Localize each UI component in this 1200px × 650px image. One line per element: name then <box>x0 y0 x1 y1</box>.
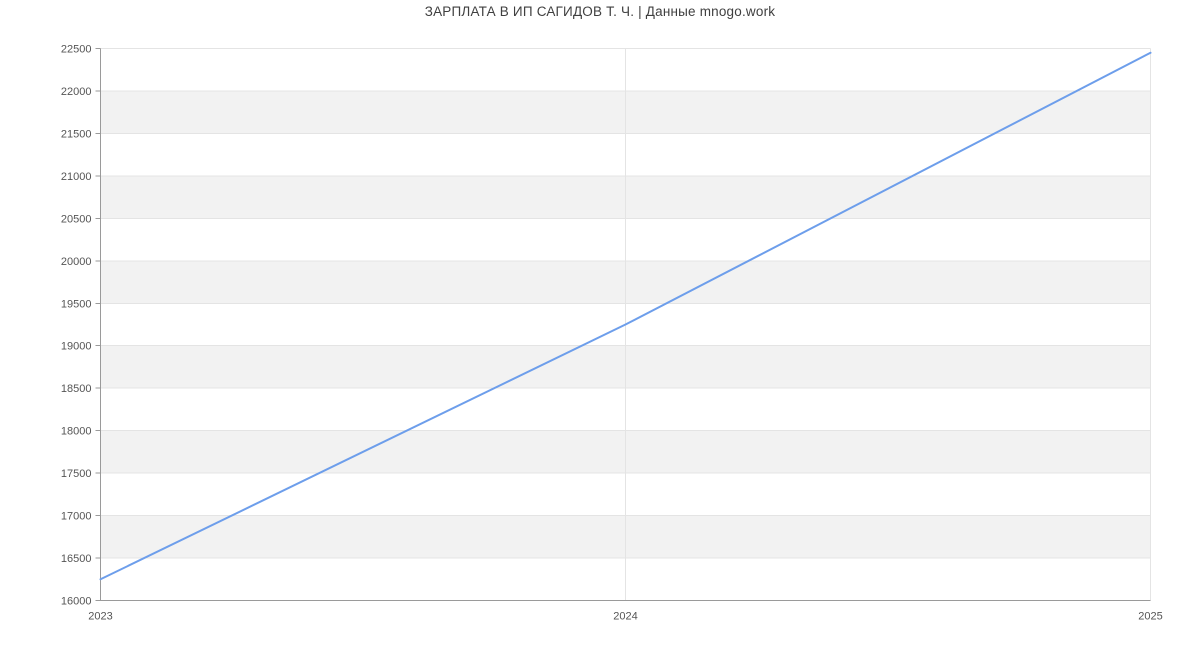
y-tick-label: 18500 <box>61 383 92 395</box>
y-tick-label: 19500 <box>61 298 92 310</box>
y-tick-label: 18000 <box>61 426 92 438</box>
y-tick-label: 16500 <box>61 553 92 565</box>
y-tick-label: 22000 <box>61 86 92 98</box>
series-line <box>99 51 1152 581</box>
x-tick-label: 2024 <box>613 611 637 623</box>
x-tick-label: 2023 <box>88 611 112 623</box>
y-tick-label: 21500 <box>61 128 92 140</box>
chart-title: ЗАРПЛАТА В ИП САГИДОВ Т. Ч. | Данные mno… <box>424 4 776 19</box>
y-tick-label: 20000 <box>61 256 92 268</box>
y-tick-label: 17500 <box>61 468 92 480</box>
y-tick-label: 16000 <box>61 596 92 608</box>
x-tick-label: 2025 <box>1138 611 1162 623</box>
y-tick-label: 20500 <box>61 213 92 225</box>
y-tick-label: 21000 <box>61 171 92 183</box>
y-tick-label: 17000 <box>61 511 92 523</box>
y-tick-label: 22500 <box>61 44 92 56</box>
y-tick-label: 19000 <box>61 341 92 353</box>
